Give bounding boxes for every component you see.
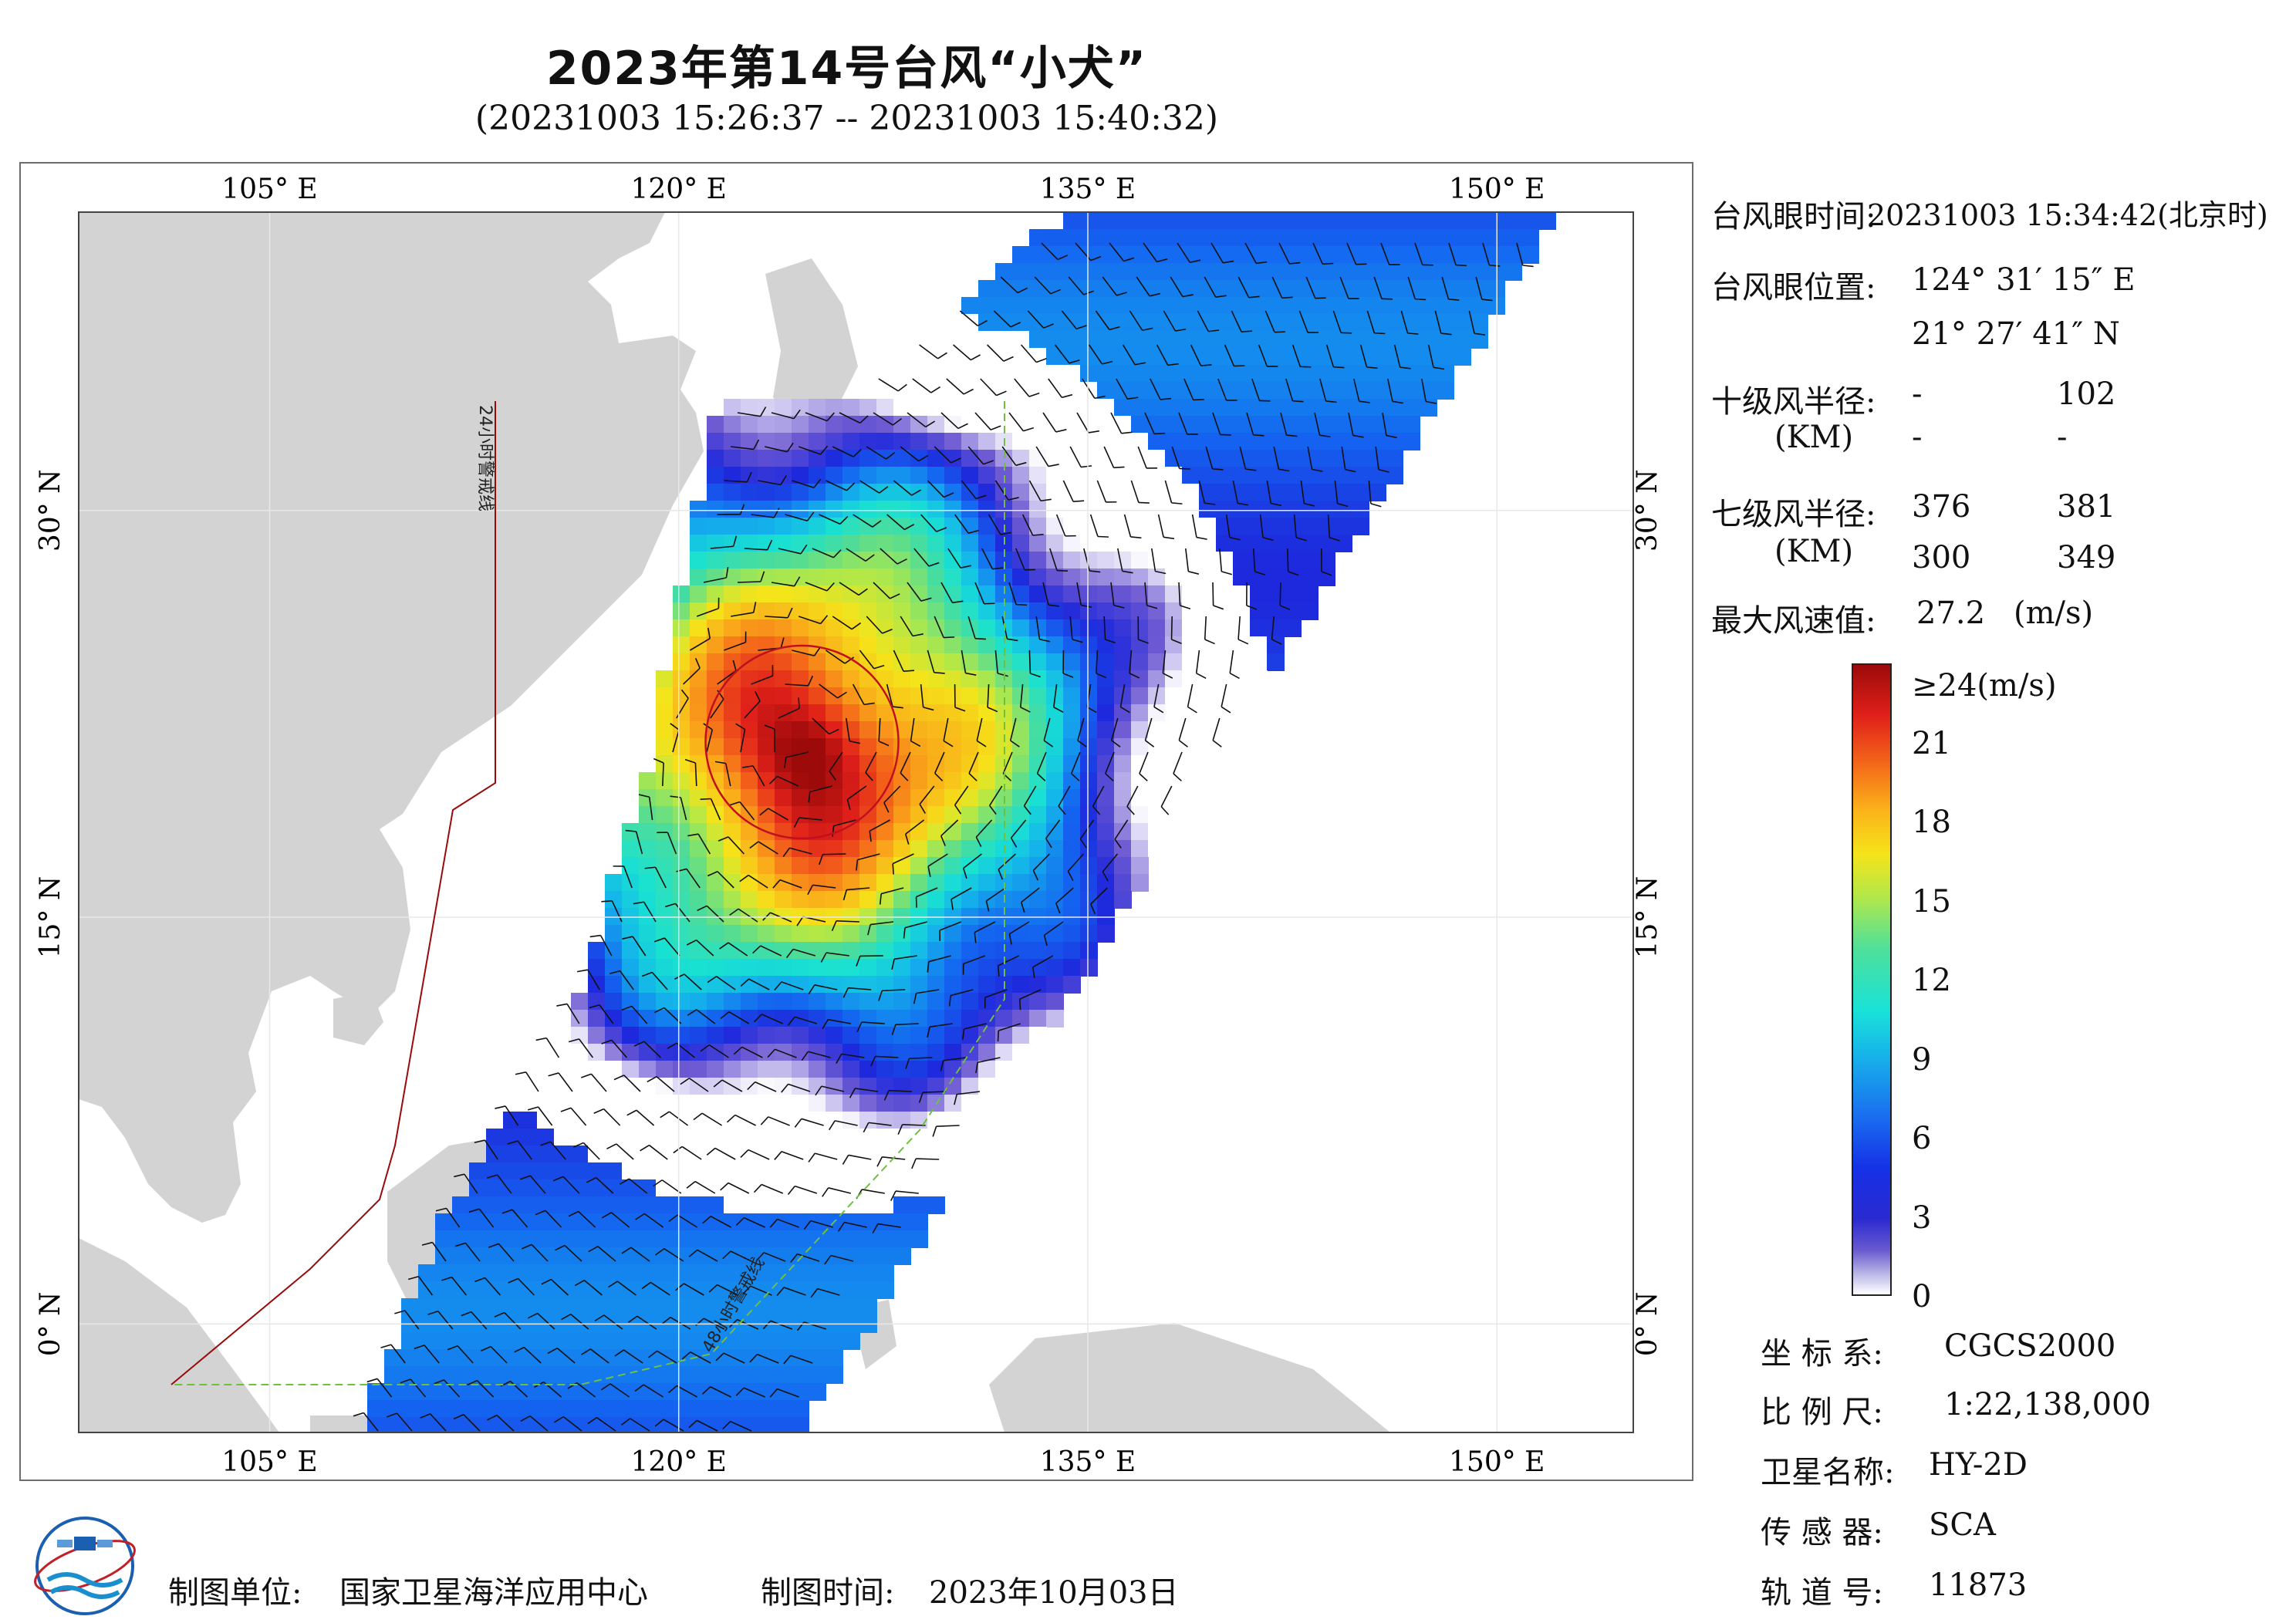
r10-nw: - xyxy=(1912,420,1923,455)
colorbar-tick-label: 3 xyxy=(1912,1200,1932,1236)
scale-value: 1:22,138,000 xyxy=(1944,1387,2151,1422)
map-subtitle: (20231003 15:26:37 -- 20231003 15:40:32) xyxy=(474,99,1219,138)
lat-label-right: 0° N xyxy=(1632,1291,1663,1356)
lon-label-bottom: 150° E xyxy=(1449,1446,1545,1478)
map-svg: 105° E 120° E 135° E 150° E 105° E 120° E 135… xyxy=(35,174,1663,1478)
scale-label: 比 例 尺: xyxy=(1761,1395,1883,1430)
lat-labels-right: 30° N 15° N 0° N xyxy=(1632,469,1663,1356)
asia-mainland xyxy=(79,212,704,1223)
r10-label: 十级风半径: xyxy=(1711,384,1876,420)
r7-sw: 349 xyxy=(2057,540,2116,575)
footer-time-value: 2023年10月03日 xyxy=(929,1575,1179,1611)
warning-line-24h xyxy=(171,401,496,1385)
r10-sw: - xyxy=(2057,420,2068,455)
wind-barbs xyxy=(353,242,1534,1432)
colorbar-tick-label: 0 xyxy=(1912,1279,1932,1314)
r7-label: 七级风半径: xyxy=(1711,497,1876,532)
satellite-value: HY-2D xyxy=(1929,1447,2028,1483)
korea-peninsula xyxy=(765,258,858,428)
lon-label-top: 120° E xyxy=(631,174,727,205)
footer-org-value: 国家卫星海洋应用中心 xyxy=(339,1575,648,1611)
lon-label-bottom: 105° E xyxy=(221,1446,317,1478)
sensor-label: 传 感 器: xyxy=(1761,1515,1883,1550)
map-frame: 105° E 120° E 135° E 150° E 105° E 120° E 135… xyxy=(19,162,1693,1481)
lon-label-top: 105° E xyxy=(221,174,317,205)
lon-labels-top: 105° E 120° E 135° E 150° E xyxy=(221,174,1545,220)
lon-label-bottom: 120° E xyxy=(631,1446,727,1478)
warning-line-48h xyxy=(171,401,1005,1385)
eye-time-value: 20231003 15:34:42(北京时) xyxy=(1867,198,2268,232)
lat-label-right: 30° N xyxy=(1632,469,1663,552)
lat-label-left: 30° N xyxy=(35,469,66,552)
warning-label-24h: 24小时警戒线 xyxy=(475,405,495,511)
colorbar-top-label: ≥24(m/s) xyxy=(1912,668,2057,704)
crs-label: 坐 标 系: xyxy=(1761,1336,1883,1372)
nsoas-logo xyxy=(34,1517,136,1615)
colorbar-tick-label: 18 xyxy=(1912,805,1951,840)
lon-label-bottom: 135° E xyxy=(1040,1446,1136,1478)
eye-pos-label: 台风眼位置: xyxy=(1711,270,1876,305)
orbit-label: 轨 道 号: xyxy=(1761,1575,1883,1611)
satellite-label: 卫星名称: xyxy=(1761,1455,1895,1490)
sensor-value: SCA xyxy=(1929,1507,1996,1543)
r7-ne: 376 xyxy=(1912,489,1971,525)
crs-value: CGCS2000 xyxy=(1944,1328,2116,1364)
lat-labels-left: 30° N 15° N 0° N xyxy=(35,469,66,1356)
wind-speed-colorbar xyxy=(1852,663,1892,1296)
lon-label-top: 135° E xyxy=(1040,174,1136,205)
r7-se: 381 xyxy=(2057,489,2116,525)
lon-labels-bottom: 105° E 120° E 135° E 150° E xyxy=(221,1425,1545,1478)
r7-nw: 300 xyxy=(1912,540,1971,575)
eye-time-label: 台风眼时间: xyxy=(1711,199,1876,235)
plot-border xyxy=(78,211,1634,1433)
typhoon-radius-circle xyxy=(704,644,900,840)
grid-lines xyxy=(79,212,1633,1432)
eye-lon: 124° 31′ 15″ E xyxy=(1912,262,2136,298)
colorbar-tick-label: 9 xyxy=(1912,1041,1932,1078)
r10-se: 102 xyxy=(2057,376,2116,412)
orbit-value: 11873 xyxy=(1929,1567,2028,1603)
lat-label-left: 0° N xyxy=(35,1291,66,1356)
footer-org-label: 制图单位: xyxy=(168,1575,302,1611)
map-title: 2023年第14号台风“小犬” xyxy=(545,42,1148,96)
lat-label-right: 15° N xyxy=(1632,876,1663,959)
footer-time-label: 制图时间: xyxy=(761,1575,895,1611)
lon-label-top: 150° E xyxy=(1449,174,1545,205)
colorbar-tick-label: 6 xyxy=(1912,1121,1932,1156)
hainan-island xyxy=(333,991,383,1045)
r10-ne: - xyxy=(1912,376,1923,412)
max-wind-label: 最大风速值: xyxy=(1711,603,1876,639)
lat-label-left: 15° N xyxy=(35,876,66,959)
eye-lat: 21° 27′ 41″ N xyxy=(1912,316,2120,352)
max-wind-value: 27.2 xyxy=(1916,596,1986,631)
r7-km-label: (KM) xyxy=(1774,534,1854,569)
max-wind-unit: (m/s) xyxy=(2014,596,2094,631)
r10-km-label: (KM) xyxy=(1774,420,1854,455)
colorbar-tick-label: 21 xyxy=(1912,725,1951,761)
colorbar-tick-label: 15 xyxy=(1912,883,1951,919)
colorbar-tick-label: 12 xyxy=(1912,963,1951,998)
new-guinea xyxy=(989,1323,1390,1432)
